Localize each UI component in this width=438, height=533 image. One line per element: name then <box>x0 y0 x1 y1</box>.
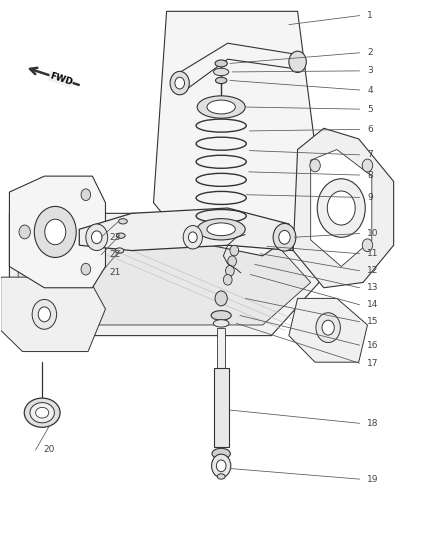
Ellipse shape <box>119 219 127 224</box>
Circle shape <box>279 230 290 244</box>
Text: 23: 23 <box>109 233 120 242</box>
Text: 16: 16 <box>367 341 379 350</box>
Text: 15: 15 <box>367 317 379 326</box>
Ellipse shape <box>117 233 125 238</box>
Circle shape <box>188 232 197 243</box>
Text: 8: 8 <box>367 171 373 180</box>
Circle shape <box>223 274 232 285</box>
Polygon shape <box>175 43 302 91</box>
Polygon shape <box>311 150 372 266</box>
Circle shape <box>226 265 234 276</box>
Text: 3: 3 <box>367 67 373 75</box>
Text: 14: 14 <box>367 300 379 309</box>
Circle shape <box>38 307 50 322</box>
Ellipse shape <box>212 448 230 459</box>
Ellipse shape <box>215 60 227 67</box>
Text: 9: 9 <box>367 193 373 202</box>
Text: 17: 17 <box>367 359 379 368</box>
Circle shape <box>86 224 108 251</box>
Polygon shape <box>217 328 225 368</box>
Ellipse shape <box>30 402 54 423</box>
Ellipse shape <box>197 219 245 240</box>
Ellipse shape <box>24 398 60 427</box>
Ellipse shape <box>207 223 235 236</box>
Circle shape <box>81 189 91 200</box>
Circle shape <box>81 263 91 275</box>
Ellipse shape <box>215 77 227 84</box>
Circle shape <box>216 460 226 472</box>
Polygon shape <box>18 229 311 325</box>
Text: 22: 22 <box>109 251 120 260</box>
Text: 12: 12 <box>367 266 379 275</box>
Circle shape <box>45 219 66 245</box>
Circle shape <box>212 454 231 478</box>
Text: 21: 21 <box>109 269 120 277</box>
Circle shape <box>170 71 189 95</box>
Text: 6: 6 <box>367 125 373 134</box>
Circle shape <box>362 159 373 172</box>
Circle shape <box>34 206 76 257</box>
Circle shape <box>228 256 237 266</box>
Text: 20: 20 <box>43 446 55 455</box>
Text: 19: 19 <box>367 475 379 483</box>
Text: 10: 10 <box>367 229 379 238</box>
Text: 4: 4 <box>367 85 373 94</box>
Ellipse shape <box>197 96 245 118</box>
Ellipse shape <box>214 68 229 76</box>
Circle shape <box>289 51 306 72</box>
Circle shape <box>215 291 227 306</box>
Polygon shape <box>10 176 106 288</box>
Circle shape <box>19 225 30 239</box>
Circle shape <box>230 245 239 256</box>
Text: 1: 1 <box>367 11 373 20</box>
Circle shape <box>183 225 202 249</box>
Ellipse shape <box>35 407 49 418</box>
Circle shape <box>327 191 355 225</box>
Polygon shape <box>293 128 394 288</box>
Circle shape <box>317 179 365 237</box>
Text: 5: 5 <box>367 104 373 114</box>
Polygon shape <box>10 213 324 336</box>
Ellipse shape <box>211 311 231 320</box>
Circle shape <box>362 239 373 252</box>
Ellipse shape <box>207 100 235 114</box>
Circle shape <box>273 223 296 251</box>
Ellipse shape <box>213 320 229 327</box>
Circle shape <box>316 313 340 343</box>
Circle shape <box>32 300 57 329</box>
Text: 7: 7 <box>367 150 373 159</box>
Text: 18: 18 <box>367 419 379 428</box>
Circle shape <box>310 159 320 172</box>
Polygon shape <box>153 11 324 256</box>
Circle shape <box>175 77 184 89</box>
Polygon shape <box>289 298 367 362</box>
Polygon shape <box>1 277 106 352</box>
Ellipse shape <box>217 474 225 479</box>
Polygon shape <box>214 368 229 447</box>
Text: 13: 13 <box>367 283 379 292</box>
Polygon shape <box>79 208 293 251</box>
Text: FWD: FWD <box>48 71 74 87</box>
Circle shape <box>92 231 102 244</box>
Text: 2: 2 <box>367 49 373 57</box>
Ellipse shape <box>115 248 124 253</box>
Circle shape <box>322 320 334 335</box>
Text: 11: 11 <box>367 249 379 259</box>
